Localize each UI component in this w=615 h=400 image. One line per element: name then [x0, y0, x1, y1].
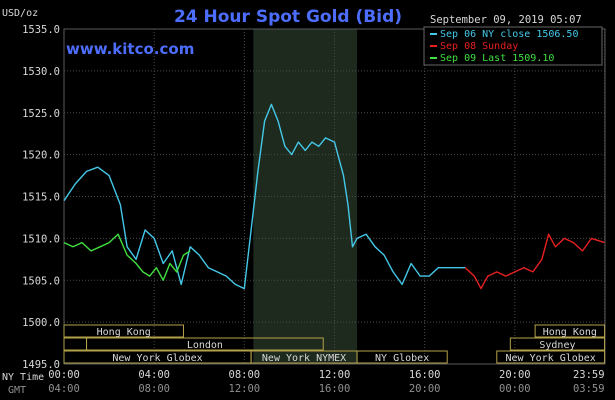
session-label: New York Globex [506, 353, 596, 364]
session-label: NY Globex [375, 353, 429, 364]
y-tick-label: 1520.0 [22, 150, 60, 162]
x-axis: 00:00 04:00 04:00 08:00 08:00 12:00 12:00 16:00… [2, 369, 605, 396]
series-line [63, 233, 191, 281]
x-tick-label-ny: 20:00 [499, 369, 531, 381]
series-line [63, 103, 466, 290]
y-axis: 1495.0 1500.0 1505.0 1510.0 1515.0 1520.0 1525… [22, 24, 60, 371]
x-tick-label-ny: 12:00 [319, 369, 351, 381]
legend-box [423, 26, 603, 66]
x-tick-label-gmt: 12:00 [229, 383, 261, 395]
x-tick-label-gmt: 16:00 [319, 383, 351, 395]
series-line [464, 233, 605, 290]
x-row-label-gmt: GMT [8, 385, 26, 396]
session-bar [534, 324, 606, 338]
trading-sessions: Hong Kong Hong Kong London Sydney New York G… [63, 324, 606, 364]
session-bar [509, 337, 606, 351]
nymex-session-highlight [253, 29, 358, 364]
x-tick-label-gmt: 00:00 [499, 383, 531, 395]
grid-lines [63, 28, 606, 365]
price-lines [63, 103, 605, 290]
x-tick-label-ny: 16:00 [409, 369, 441, 381]
y-tick-label: 1500.0 [22, 317, 60, 329]
session-label: Hong Kong [543, 327, 597, 338]
x-tick-label-gmt: 03:59 [573, 383, 605, 395]
session-bar [63, 324, 184, 338]
y-tick-label: 1515.0 [22, 192, 60, 204]
x-tick-label-ny: 04:00 [138, 369, 170, 381]
x-tick-label-gmt: 20:00 [409, 383, 441, 395]
legend-entry: Sep 09 Last 1509.10 [440, 53, 554, 64]
session-label: New York NYMEX [262, 353, 346, 364]
legend-entry: Sep 08 Sunday [440, 41, 518, 52]
x-tick-label-gmt: 08:00 [138, 383, 170, 395]
y-axis-label: USD/oz [2, 8, 38, 19]
x-tick-label-ny: 23:59 [573, 369, 605, 381]
session-label: London [187, 340, 223, 351]
x-tick-label-ny: 00:00 [48, 369, 80, 381]
y-tick-label: 1510.0 [22, 233, 60, 245]
y-tick-label: 1530.0 [22, 66, 60, 78]
session-bar [496, 350, 606, 364]
session-label: Sydney [539, 340, 575, 351]
session-label: Hong Kong [97, 327, 151, 338]
website-label: www.kitco.com [66, 40, 194, 58]
session-label: New York Globex [112, 353, 202, 364]
session-bar [86, 337, 324, 351]
chart-title: 24 Hour Spot Gold (Bid) [174, 7, 402, 27]
session-bar [356, 350, 448, 364]
x-tick-label-ny: 08:00 [229, 369, 261, 381]
plot-frame [63, 28, 606, 365]
y-tick-label: 1525.0 [22, 108, 60, 120]
y-tick-label: 1495.0 [22, 359, 60, 371]
y-tick-label: 1505.0 [22, 275, 60, 287]
x-tick-label-gmt: 04:00 [48, 383, 80, 395]
y-tick-label: 1535.0 [22, 24, 60, 36]
legend-entry: Sep 06 NY close 1506.50 [440, 29, 578, 40]
x-row-label-ny: NY Time [2, 372, 44, 383]
timestamp: September 09, 2019 05:07 [430, 14, 582, 26]
